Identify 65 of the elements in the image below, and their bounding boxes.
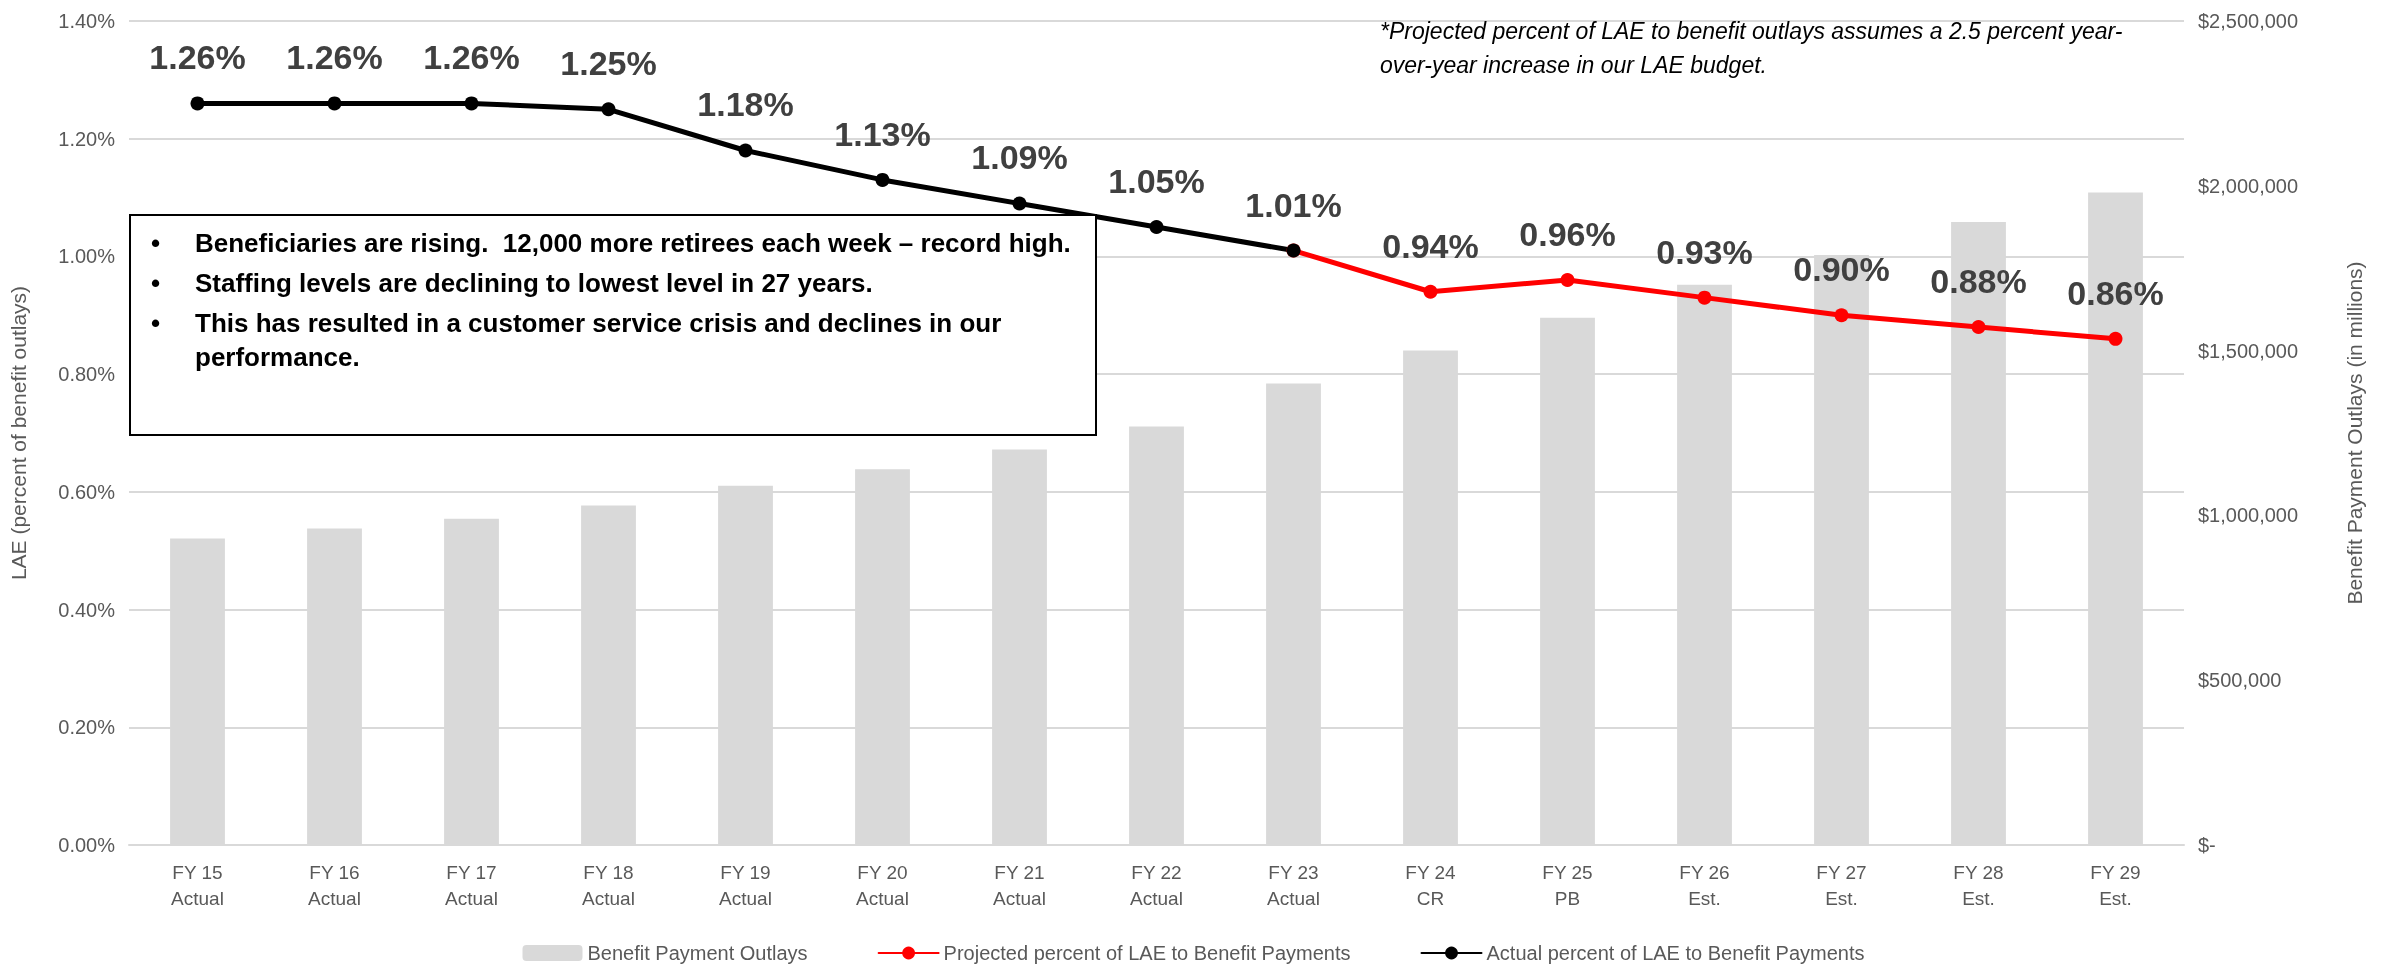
x-tick-label: FY 26 Est.: [1679, 861, 1730, 909]
point: [601, 102, 616, 117]
x-tick-label: FY 27 Est.: [1816, 861, 1867, 909]
point: [875, 172, 890, 187]
data-label: 0.86%: [2067, 273, 2164, 312]
data-label: 0.88%: [1930, 262, 2027, 301]
text-box: • Beneficiaries are rising. 12,000 more retirees each week – record high. • Staffing levels are declining to lowest level in 27 years. • This has resulted in a customer service crisis and declines in our performance.: [129, 214, 1097, 436]
data-label: 1.25%: [560, 44, 657, 83]
y-tick-label: 1.20%: [58, 127, 116, 150]
data-label: 1.05%: [1108, 162, 1205, 200]
y2-tick-label: $2,000,000: [2198, 174, 2299, 197]
x-tick-label: FY 17 Actual: [445, 861, 498, 909]
x-tick-label: FY 28 Est.: [1953, 861, 2004, 909]
data-label: 1.26%: [286, 38, 383, 77]
point: [1012, 196, 1027, 211]
y2-tick-label: $1,500,000: [2198, 339, 2299, 362]
y-tick-label: 0.60%: [58, 480, 116, 503]
data-label: 0.94%: [1382, 226, 1479, 265]
x-tick-label: FY 15 Actual: [171, 861, 224, 909]
x-tick-label: FY 18 Actual: [582, 861, 635, 909]
x-tick-label: FY 21 Actual: [993, 861, 1046, 909]
y2-tick-label: $2,500,000: [2198, 10, 2299, 32]
y-tick-label: 0.20%: [58, 716, 116, 739]
data-label: 1.01%: [1245, 185, 1342, 224]
point: [1423, 284, 1438, 299]
x-tick-label: FY 25 PB: [1542, 861, 1593, 909]
y2-tick-label: $1,000,000: [2198, 504, 2299, 527]
y-tick-label: 0.40%: [58, 598, 116, 621]
point: [464, 96, 479, 111]
point: [1560, 272, 1575, 287]
x-tick-label: FY 20 Actual: [856, 861, 909, 909]
legend-label: Actual percent of LAE to Benefit Payments: [1486, 942, 1865, 964]
y-tick-label: 0.00%: [58, 834, 116, 856]
point: [2108, 331, 2123, 346]
data-label: 1.26%: [423, 38, 520, 77]
x-tick-label: FY 24 CR: [1405, 861, 1457, 909]
y-tick-label: 1.40%: [58, 10, 116, 32]
data-label: 0.96%: [1519, 214, 1616, 253]
y-tick-label: 0.80%: [58, 363, 116, 386]
y2-axis-title: Benefit Payment Outlays (in millions): [2343, 261, 2366, 605]
x-tick-label: FY 23 Actual: [1267, 861, 1320, 909]
point: [738, 143, 753, 158]
legend-label: Benefit Payment Outlays: [587, 942, 808, 964]
x-tick-label: FY 19 Actual: [719, 861, 772, 909]
point: [1971, 320, 1986, 335]
legend-label: Projected percent of LAE to Benefit Payments: [943, 942, 1351, 964]
data-label: 1.26%: [149, 38, 246, 77]
point: [327, 96, 342, 111]
point: [1697, 290, 1712, 305]
y-tick-label: 1.00%: [58, 245, 116, 268]
data-label: 1.09%: [971, 138, 1068, 177]
x-tick-label: FY 22 Actual: [1130, 861, 1183, 909]
point: [190, 96, 205, 111]
data-label: 0.90%: [1793, 250, 1890, 289]
data-label: 1.13%: [834, 114, 931, 153]
point: [1149, 220, 1164, 234]
x-tick-label: FY 29 Est.: [2090, 861, 2141, 909]
data-label: 1.18%: [697, 85, 794, 124]
y-axis-title: LAE (percent of benefit outlays): [7, 285, 30, 581]
y2-tick-label: $500,000: [2198, 669, 2282, 692]
data-label: 0.93%: [1656, 232, 1753, 271]
annotation: *Projected percent of LAE to benefit outlays assumes a 2.5 percent year-over-year increase in our LAE budget.: [1380, 17, 2124, 80]
y2-tick-label: $-: [2198, 834, 2216, 856]
point: [1834, 308, 1849, 323]
x-tick-label: FY 16 Actual: [308, 861, 361, 909]
